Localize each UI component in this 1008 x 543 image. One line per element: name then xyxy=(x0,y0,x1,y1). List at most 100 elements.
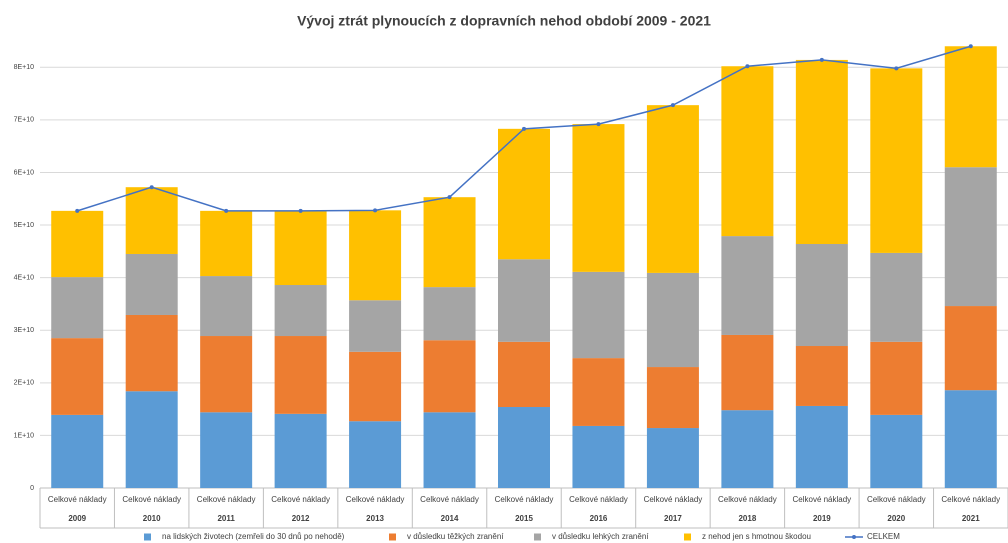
x-tick-label: 2014 xyxy=(441,514,459,523)
bar-segment xyxy=(423,287,476,341)
bar-segment xyxy=(274,285,327,337)
bar-segment xyxy=(795,59,848,244)
bar-segment xyxy=(423,340,476,413)
x-tick-label: 2017 xyxy=(664,514,682,523)
bar-segment xyxy=(944,390,997,488)
bar-segment xyxy=(274,210,327,286)
bar-segment xyxy=(721,236,774,335)
bar-segment xyxy=(795,405,848,488)
legend-swatch xyxy=(684,533,691,541)
x-sub-label: Celkové náklady xyxy=(48,495,107,504)
line-marker xyxy=(745,64,750,69)
legend-label: CELKEM xyxy=(867,532,900,541)
bar-segment xyxy=(349,421,402,488)
x-tick-label: 2010 xyxy=(143,514,161,523)
x-tick-label: 2011 xyxy=(217,514,235,523)
bar-segment xyxy=(274,336,327,414)
x-sub-label: Celkové náklady xyxy=(867,495,926,504)
bar-segment xyxy=(423,412,476,488)
line-marker xyxy=(149,185,154,190)
bar-segment xyxy=(870,68,923,253)
line-marker xyxy=(596,122,601,127)
x-tick-label: 2018 xyxy=(738,514,756,523)
y-tick-label: 5E+10 xyxy=(14,222,35,229)
x-sub-label: Celkové náklady xyxy=(122,495,181,504)
bar-segment xyxy=(51,210,104,278)
x-sub-label: Celkové náklady xyxy=(644,495,703,504)
line-marker xyxy=(968,44,973,49)
x-tick-label: 2012 xyxy=(292,514,310,523)
x-sub-label: Celkové náklady xyxy=(420,495,479,504)
bar-segment xyxy=(51,338,104,415)
bar-segment xyxy=(572,124,625,272)
x-tick-label: 2013 xyxy=(366,514,384,523)
bar-segment xyxy=(870,252,923,342)
bar-segment xyxy=(125,314,178,392)
x-sub-label: Celkové náklady xyxy=(792,495,851,504)
bar-segment xyxy=(721,334,774,411)
bar-segment xyxy=(200,336,253,413)
y-tick-label: 4E+10 xyxy=(14,274,35,281)
bar-segment xyxy=(125,253,178,315)
bar-segment xyxy=(944,167,997,307)
line-marker xyxy=(670,103,675,108)
bar-segment xyxy=(646,105,699,273)
bar-segment xyxy=(423,197,476,288)
line-marker xyxy=(447,195,452,200)
legend-swatch-marker xyxy=(852,535,856,539)
chart-title: Vývoj ztrát plynoucích z dopravních neho… xyxy=(297,13,711,29)
line-marker xyxy=(894,66,899,71)
bar-segment xyxy=(795,346,848,406)
line-marker xyxy=(298,208,303,213)
bar-segment xyxy=(795,243,848,347)
bar-segment xyxy=(572,271,625,359)
bar-segment xyxy=(125,187,178,254)
bar-segment xyxy=(498,407,550,488)
legend-label: v důsledku lehkých zranění xyxy=(552,532,649,541)
x-sub-label: Celkové náklady xyxy=(569,495,628,504)
bar-segment xyxy=(349,300,402,352)
bar-segment xyxy=(125,391,178,488)
y-tick-label: 0 xyxy=(30,485,34,492)
line-marker xyxy=(75,208,80,213)
bar-segment xyxy=(646,367,699,429)
bar-segment xyxy=(274,413,327,488)
line-marker xyxy=(373,208,378,213)
x-tick-label: 2009 xyxy=(68,514,86,523)
legend-swatch xyxy=(534,533,541,541)
line-marker xyxy=(522,126,526,131)
bar-segment xyxy=(51,277,104,339)
bar-segment xyxy=(572,425,625,488)
line-marker xyxy=(224,208,229,213)
x-sub-label: Celkové náklady xyxy=(941,495,1000,504)
bar-segment xyxy=(200,276,253,337)
bar-segment xyxy=(646,428,699,488)
legend-swatch xyxy=(144,533,151,541)
y-tick-label: 3E+10 xyxy=(14,327,35,334)
bar-segment xyxy=(944,306,997,391)
x-tick-label: 2021 xyxy=(962,514,980,523)
bar-segment xyxy=(498,341,550,408)
y-tick-label: 7E+10 xyxy=(14,117,35,124)
x-sub-label: Celkové náklady xyxy=(197,495,256,504)
x-tick-label: 2019 xyxy=(813,514,831,523)
x-tick-label: 2020 xyxy=(887,514,905,523)
x-sub-label: Celkové náklady xyxy=(346,495,405,504)
bar-segment xyxy=(349,351,402,422)
x-sub-label: Celkové náklady xyxy=(271,495,330,504)
bar-segment xyxy=(498,128,550,260)
y-tick-label: 2E+10 xyxy=(14,380,35,387)
bar-segment xyxy=(349,210,402,301)
bar-segment xyxy=(200,412,253,488)
bar-segment xyxy=(721,66,774,237)
bar-segment xyxy=(200,210,253,277)
legend-label: z nehod jen s hmotnou škodou xyxy=(702,532,811,541)
y-tick-label: 6E+10 xyxy=(14,169,35,176)
bar-segment xyxy=(721,410,774,488)
bar-segment xyxy=(51,414,104,488)
bar-segment xyxy=(944,46,997,168)
bar-segment xyxy=(870,341,923,415)
y-tick-label: 8E+10 xyxy=(14,64,35,71)
legend-label: na lidských životech (zemřeli do 30 dnů … xyxy=(162,532,345,541)
